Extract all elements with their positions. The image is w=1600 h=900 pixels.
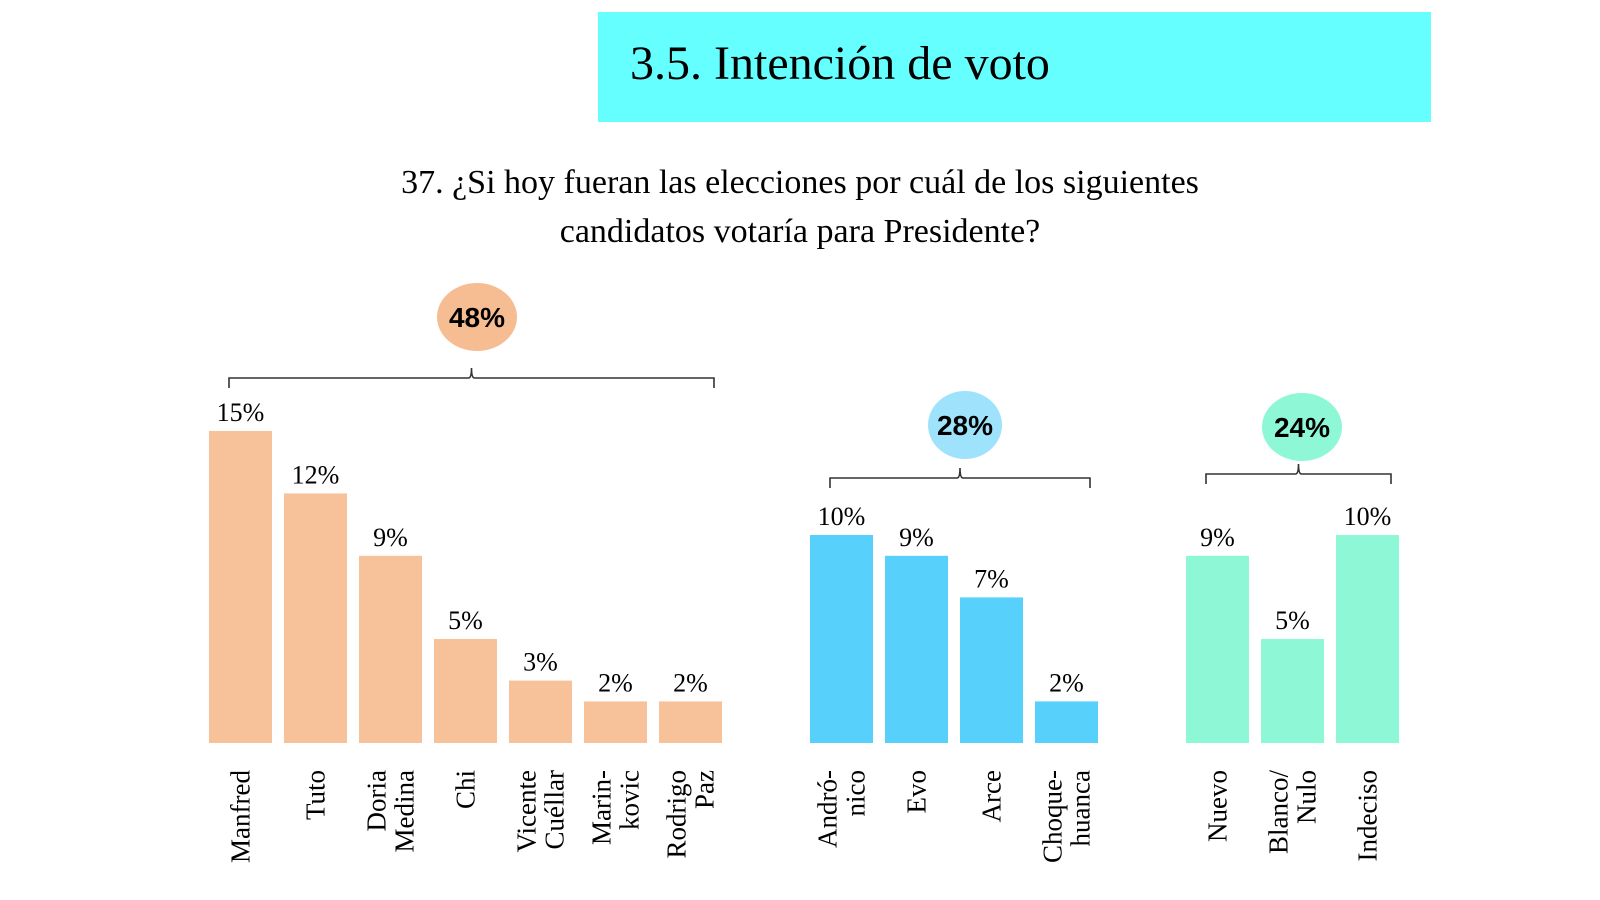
- bar: [885, 555, 948, 743]
- bar: [509, 680, 572, 743]
- bar: [1336, 535, 1399, 743]
- category-label: nico: [841, 770, 871, 817]
- category-label: Andró-: [813, 770, 843, 848]
- category-label: Rodrigo: [662, 770, 692, 859]
- category-label: Chi: [451, 770, 481, 809]
- bar: [359, 555, 422, 743]
- bar-value-label: 2%: [598, 668, 633, 697]
- bar: [284, 493, 347, 743]
- bar-value-label: 2%: [1049, 668, 1084, 697]
- category-label: Indeciso: [1353, 770, 1383, 861]
- section-banner: 3.5. Intención de voto: [598, 12, 1431, 122]
- group-total-label: 24%: [1274, 412, 1330, 443]
- question-line-1: 37. ¿Si hoy fueran las elecciones por cu…: [401, 164, 1199, 201]
- category-label: huanca: [1066, 770, 1096, 846]
- bar-value-label: 5%: [1275, 606, 1310, 635]
- category-label: Evo: [902, 770, 932, 814]
- bar-value-label: 15%: [217, 398, 265, 427]
- bar-value-label: 12%: [292, 460, 340, 489]
- category-label: Tuto: [301, 770, 331, 820]
- group-total-bubble: [1262, 393, 1342, 461]
- category-label: Marin-: [587, 770, 617, 845]
- bar-value-label: 2%: [673, 668, 708, 697]
- bar-value-label: 9%: [373, 523, 408, 552]
- category-label: Nulo: [1292, 770, 1322, 824]
- group-total-label: 48%: [449, 302, 505, 333]
- bar-value-label: 10%: [818, 502, 866, 531]
- bar-value-label: 7%: [974, 564, 1009, 593]
- question-text: 37. ¿Si hoy fueran las elecciones por cu…: [0, 158, 1600, 256]
- bar: [1261, 639, 1324, 743]
- bar: [810, 535, 873, 743]
- bar-value-label: 3%: [523, 648, 558, 677]
- group-brace: [829, 467, 1091, 488]
- category-label: Doria: [362, 770, 392, 831]
- bar-value-label: 9%: [899, 523, 934, 552]
- category-label: Paz: [690, 770, 720, 809]
- bar: [960, 597, 1023, 743]
- group-brace: [228, 367, 715, 388]
- category-label: Cuéllar: [540, 770, 570, 849]
- category-label: kovic: [615, 770, 645, 830]
- bar: [1186, 555, 1249, 743]
- bar: [584, 701, 647, 743]
- group-total-label: 28%: [937, 410, 993, 441]
- bar-value-label: 5%: [448, 606, 483, 635]
- bar: [434, 639, 497, 743]
- category-label: Nuevo: [1203, 770, 1233, 842]
- category-label: Choque-: [1038, 770, 1068, 863]
- bar: [209, 431, 272, 743]
- bar-value-label: 10%: [1344, 502, 1392, 531]
- bar: [659, 701, 722, 743]
- bar-value-label: 9%: [1200, 523, 1235, 552]
- category-label: Manfred: [226, 770, 256, 863]
- question-line-2: candidatos votaría para Presidente?: [559, 213, 1041, 250]
- category-label: Vicente: [512, 770, 542, 852]
- category-label: Arce: [977, 770, 1007, 822]
- group-total-bubble: [928, 391, 1002, 459]
- category-label: Medina: [390, 770, 420, 852]
- section-title: 3.5. Intención de voto: [630, 37, 1050, 90]
- group-total-bubble: [437, 283, 517, 351]
- category-label: Blanco/: [1264, 770, 1294, 854]
- bar: [1035, 701, 1098, 743]
- group-brace: [1205, 463, 1392, 484]
